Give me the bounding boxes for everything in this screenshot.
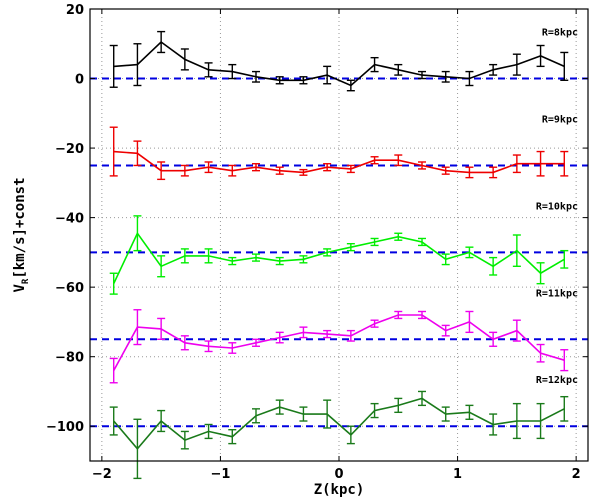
series-line bbox=[113, 397, 565, 451]
y-tick-label: 0 bbox=[75, 73, 84, 88]
y-tick-label: −20 bbox=[55, 142, 84, 157]
series-line bbox=[112, 314, 565, 371]
series-label: R=9kpc bbox=[542, 114, 578, 125]
series-line bbox=[112, 231, 565, 285]
series-group bbox=[109, 215, 569, 295]
series-group bbox=[109, 309, 569, 384]
x-tick-label: 2 bbox=[572, 467, 581, 482]
x-tick-label: −1 bbox=[210, 467, 230, 482]
y-axis-label-units: [km/s]+const bbox=[12, 177, 28, 278]
series-group bbox=[109, 30, 569, 92]
y-tick-label: −80 bbox=[55, 351, 84, 366]
y-tick-label: −40 bbox=[55, 212, 84, 227]
axis-ticks: −2 −1 0 1 2 20 0 −20 −40 −60 −80 −100 bbox=[46, 3, 588, 482]
y-tick-label: −60 bbox=[55, 281, 84, 296]
series-group bbox=[109, 390, 569, 480]
x-tick-label: 1 bbox=[453, 467, 462, 482]
y-axis-label: VR[km/s]+const bbox=[12, 177, 31, 292]
data-series bbox=[109, 30, 569, 480]
y-tick-label: 20 bbox=[66, 3, 84, 18]
series-label: R=8kpc bbox=[542, 28, 578, 39]
y-tick-label: −100 bbox=[46, 420, 84, 435]
series-label: R=11kpc bbox=[536, 288, 578, 299]
series-line bbox=[113, 150, 565, 174]
x-tick-label: 0 bbox=[334, 467, 343, 482]
series-line bbox=[113, 40, 565, 87]
y-axis-label-main: V bbox=[12, 284, 28, 293]
x-tick-label: −2 bbox=[92, 467, 112, 482]
y-axis-label-subscript: R bbox=[21, 278, 31, 284]
series-label: R=12kpc bbox=[536, 375, 578, 386]
series-group bbox=[109, 126, 569, 181]
grid bbox=[90, 8, 588, 461]
series-labels: R=8kpc R=9kpc R=10kpc R=11kpc R=12kpc bbox=[536, 28, 578, 387]
x-axis-label: Z(kpc) bbox=[314, 482, 365, 498]
series-label: R=10kpc bbox=[536, 201, 578, 212]
